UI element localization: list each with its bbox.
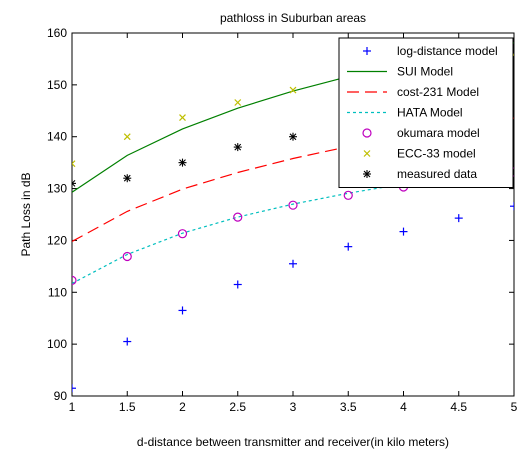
y-tick-label: 110 xyxy=(48,285,67,299)
data-point-ecc-33-model xyxy=(179,114,186,121)
x-tick-label: 1 xyxy=(69,400,76,414)
x-tick-label: 2 xyxy=(179,400,186,414)
data-point-measured-data-b xyxy=(234,143,242,151)
legend-swatch-ecc-33-model-b xyxy=(363,150,371,157)
data-point-ecc-33-model-b xyxy=(234,99,242,106)
y-tick-label: 120 xyxy=(47,233,67,247)
data-point-log-distance-model xyxy=(344,242,353,251)
y-tick-label: 90 xyxy=(54,389,68,403)
data-point-measured-data xyxy=(233,143,242,152)
legend: log-distance model SUI Model cost-231 Mode… xyxy=(338,37,514,188)
data-point-measured-data xyxy=(178,158,187,167)
legend-label-okumara-model: okumara model xyxy=(397,126,480,140)
x-tick-label: 3.5 xyxy=(340,400,357,414)
data-point-measured-data xyxy=(123,174,132,183)
legend-swatch-measured-data xyxy=(363,170,371,178)
data-point-ecc-33-model-b xyxy=(72,160,76,165)
data-point-okumara-model xyxy=(288,200,298,210)
data-point-okumara-model-ring xyxy=(233,212,243,222)
data-point-ecc-33-model-b xyxy=(179,114,186,121)
data-point-log-distance-model xyxy=(123,337,132,346)
x-tick-label: 1.5 xyxy=(119,400,136,414)
data-point-measured-data xyxy=(72,179,76,188)
data-point-log-distance-model xyxy=(233,280,242,289)
x-tick-label: 4.5 xyxy=(450,400,467,414)
data-point-measured-data-a xyxy=(72,182,76,187)
legend-label-measured-data: measured data xyxy=(397,167,477,181)
data-point-ecc-33-model-a xyxy=(72,162,76,168)
y-tick-label: 100 xyxy=(47,337,67,351)
legend-swatch-measured-data-b xyxy=(363,170,371,178)
legend-swatch-ecc-33-model xyxy=(363,150,371,157)
data-point-ecc-33-model xyxy=(234,99,242,106)
data-point-ecc-33-model xyxy=(72,160,76,168)
x-tick-label: 2.5 xyxy=(229,400,246,414)
x-tick-label: 4 xyxy=(400,400,407,414)
legend-label-log-distance-model: log-distance model xyxy=(397,44,498,58)
data-point-okumara-model-ring xyxy=(343,190,353,200)
data-point-okumara-model xyxy=(122,251,132,262)
data-point-okumara-model xyxy=(177,229,188,239)
chart-title: pathloss in Suburban areas xyxy=(220,11,366,25)
data-point-okumara-model-ring xyxy=(72,275,77,285)
data-point-log-distance-model xyxy=(72,384,76,393)
data-point-okumara-model-ring xyxy=(122,251,132,262)
y-tick-label: 130 xyxy=(47,182,67,196)
legend-label-hata-model: HATA Model xyxy=(397,106,463,120)
data-point-okumara-model xyxy=(72,275,77,285)
data-point-okumara-model-ring xyxy=(288,200,298,210)
data-point-okumara-model-ring xyxy=(177,229,188,239)
x-tick-label: 5 xyxy=(511,400,518,414)
data-point-measured-data-b xyxy=(72,179,76,185)
legend-label-sui-model: SUI Model xyxy=(397,65,453,79)
data-point-measured-data-b xyxy=(289,133,297,141)
data-point-ecc-33-model-b xyxy=(123,133,131,141)
y-tick-label: 140 xyxy=(47,130,67,144)
data-point-log-distance-model xyxy=(399,227,408,236)
legend-label-ecc-33-model: ECC-33 model xyxy=(397,147,476,161)
legend-swatch-okumara-model xyxy=(362,128,372,138)
data-point-log-distance-model xyxy=(510,202,514,211)
x-tick-label: 3 xyxy=(290,400,297,414)
legend-label-cost-231-model: cost-231 Model xyxy=(397,85,479,99)
legend-swatch-log-distance-model xyxy=(363,47,371,55)
data-point-measured-data-b xyxy=(123,174,131,182)
data-point-okumara-model xyxy=(233,212,243,222)
data-point-ecc-33-model xyxy=(123,133,131,141)
y-axis-label: Path Loss in dB xyxy=(19,172,33,256)
data-point-log-distance-model xyxy=(178,306,187,315)
data-point-log-distance-model xyxy=(454,214,463,223)
data-point-log-distance-model xyxy=(289,259,297,268)
data-point-measured-data xyxy=(289,132,297,141)
y-tick-label: 150 xyxy=(47,78,67,92)
data-point-ecc-33-model xyxy=(289,86,297,94)
legend-swatch-okumara-model-ring xyxy=(362,128,372,138)
data-point-ecc-33-model-b xyxy=(289,86,297,94)
x-axis-label: d-distance between transmitter and recei… xyxy=(137,435,449,449)
y-tick-label: 160 xyxy=(47,26,67,40)
data-point-measured-data-b xyxy=(179,159,186,167)
data-point-okumara-model xyxy=(343,190,353,200)
